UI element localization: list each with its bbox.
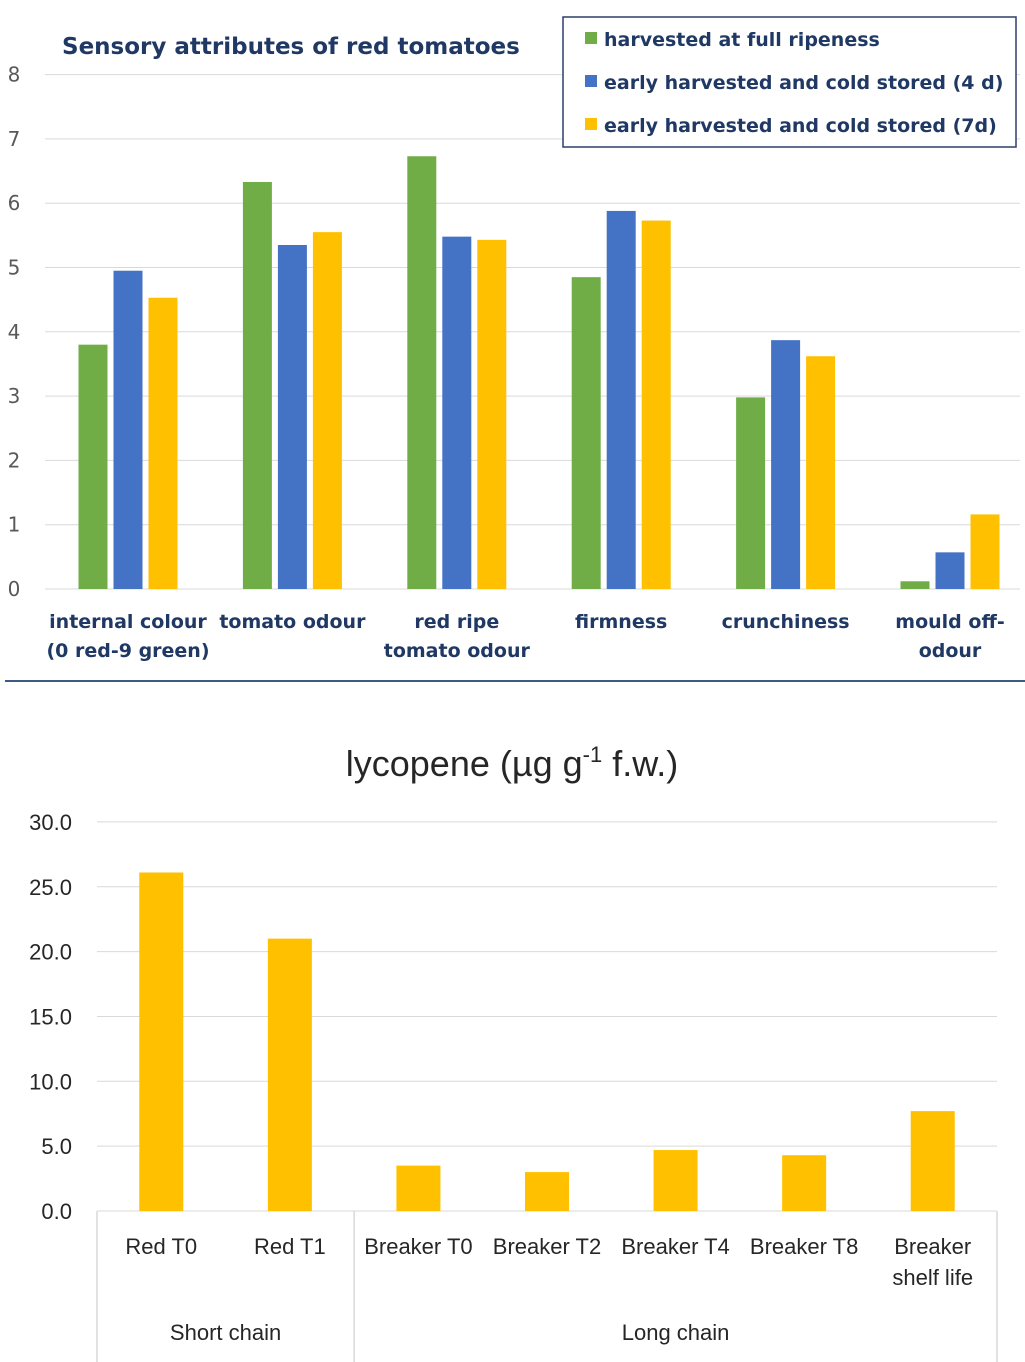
x-tick-label: Breaker	[894, 1234, 971, 1259]
y-tick-label: 0.0	[41, 1199, 72, 1224]
x-tick-label: (0 red-9 green)	[46, 640, 209, 662]
bar	[78, 344, 108, 589]
y-tick-label: 10.0	[29, 1069, 72, 1094]
bar	[571, 277, 601, 589]
y-tick-label: 8	[8, 63, 21, 87]
legend-label: harvested at full ripeness	[604, 29, 880, 51]
legend-swatch	[585, 118, 597, 130]
x-tick-label: internal colour	[49, 611, 207, 633]
bar	[900, 581, 930, 589]
legend-label: early harvested and cold stored (7d)	[604, 115, 997, 137]
bar	[736, 397, 766, 589]
x-tick-label: crunchiness	[722, 611, 850, 633]
y-tick-label: 5.0	[41, 1134, 72, 1159]
bar	[606, 210, 636, 589]
bar	[935, 552, 965, 589]
y-tick-label: 15.0	[29, 1004, 72, 1029]
y-tick-label: 2	[8, 448, 21, 472]
bar	[910, 1111, 955, 1211]
bar	[407, 156, 437, 590]
legend-swatch	[585, 32, 597, 44]
x-tick-label: Breaker T0	[364, 1234, 472, 1259]
lycopene-chart-panel: lycopene (µg g-1 f.w.) 0.0 5.0 10.0 15.0 20.0…	[0, 700, 1025, 1362]
x-tick-label: firmness	[575, 611, 667, 633]
x-tick-label: Red T0	[125, 1234, 197, 1259]
bar	[525, 1172, 569, 1211]
bar	[771, 340, 801, 589]
sensory-chart-panel: Sensory attributes of red tomatoes 0 1 2 3 4 5…	[7, 16, 1020, 662]
bar	[653, 1150, 698, 1211]
x-tick-label: Breaker T4	[621, 1234, 729, 1259]
x-tick-label: tomato odour	[384, 640, 531, 662]
bar	[442, 236, 472, 590]
y-tick-label: 6	[8, 191, 21, 215]
sensory-chart: Sensory attributes of red tomatoes 0 1 2 3 4 5…	[8, 16, 1020, 662]
x-tick-label: Breaker T2	[493, 1234, 601, 1259]
group-label: Long chain	[622, 1320, 730, 1345]
x-tick-label: tomato odour	[219, 611, 366, 633]
bar	[477, 239, 507, 589]
bar	[113, 270, 143, 589]
y-tick-label: 3	[8, 384, 21, 408]
x-tick-label: odour	[919, 640, 982, 662]
bar	[242, 181, 272, 589]
separator-line	[5, 680, 1025, 682]
bar	[148, 297, 178, 589]
y-tick-label: 0	[8, 577, 21, 601]
bar	[267, 938, 312, 1211]
legend-box	[562, 16, 1017, 148]
x-tick-label: shelf life	[892, 1265, 973, 1290]
x-tick-label: mould off-	[895, 611, 1004, 633]
y-tick-label: 25.0	[29, 875, 72, 900]
y-tick-label: 20.0	[29, 940, 72, 965]
y-tick-label: 7	[8, 127, 21, 151]
group-label: Short chain	[170, 1320, 281, 1345]
y-tick-label: 4	[8, 320, 21, 344]
y-tick-label: 30.0	[29, 810, 72, 835]
x-tick-label: Red T1	[254, 1234, 326, 1259]
legend-label: early harvested and cold stored (4 d)	[604, 72, 1003, 94]
bar	[312, 232, 342, 589]
bar	[277, 244, 307, 589]
lycopene-chart: lycopene (µg g-1 f.w.) 0.0 5.0 10.0 15.0 20.0…	[29, 742, 998, 1362]
legend-swatch	[585, 75, 597, 87]
bar	[139, 872, 184, 1211]
y-tick-label: 1	[8, 513, 21, 537]
chart-title: Sensory attributes of red tomatoes	[62, 34, 520, 60]
bar	[806, 356, 836, 589]
chart-title: lycopene (µg g-1 f.w.)	[346, 742, 678, 784]
bar	[396, 1165, 441, 1211]
bar	[970, 514, 1000, 589]
x-tick-label: Breaker T8	[750, 1234, 858, 1259]
bar	[641, 220, 671, 589]
bar	[782, 1155, 827, 1211]
x-tick-label: red ripe	[414, 611, 499, 633]
y-tick-label: 5	[8, 256, 21, 280]
